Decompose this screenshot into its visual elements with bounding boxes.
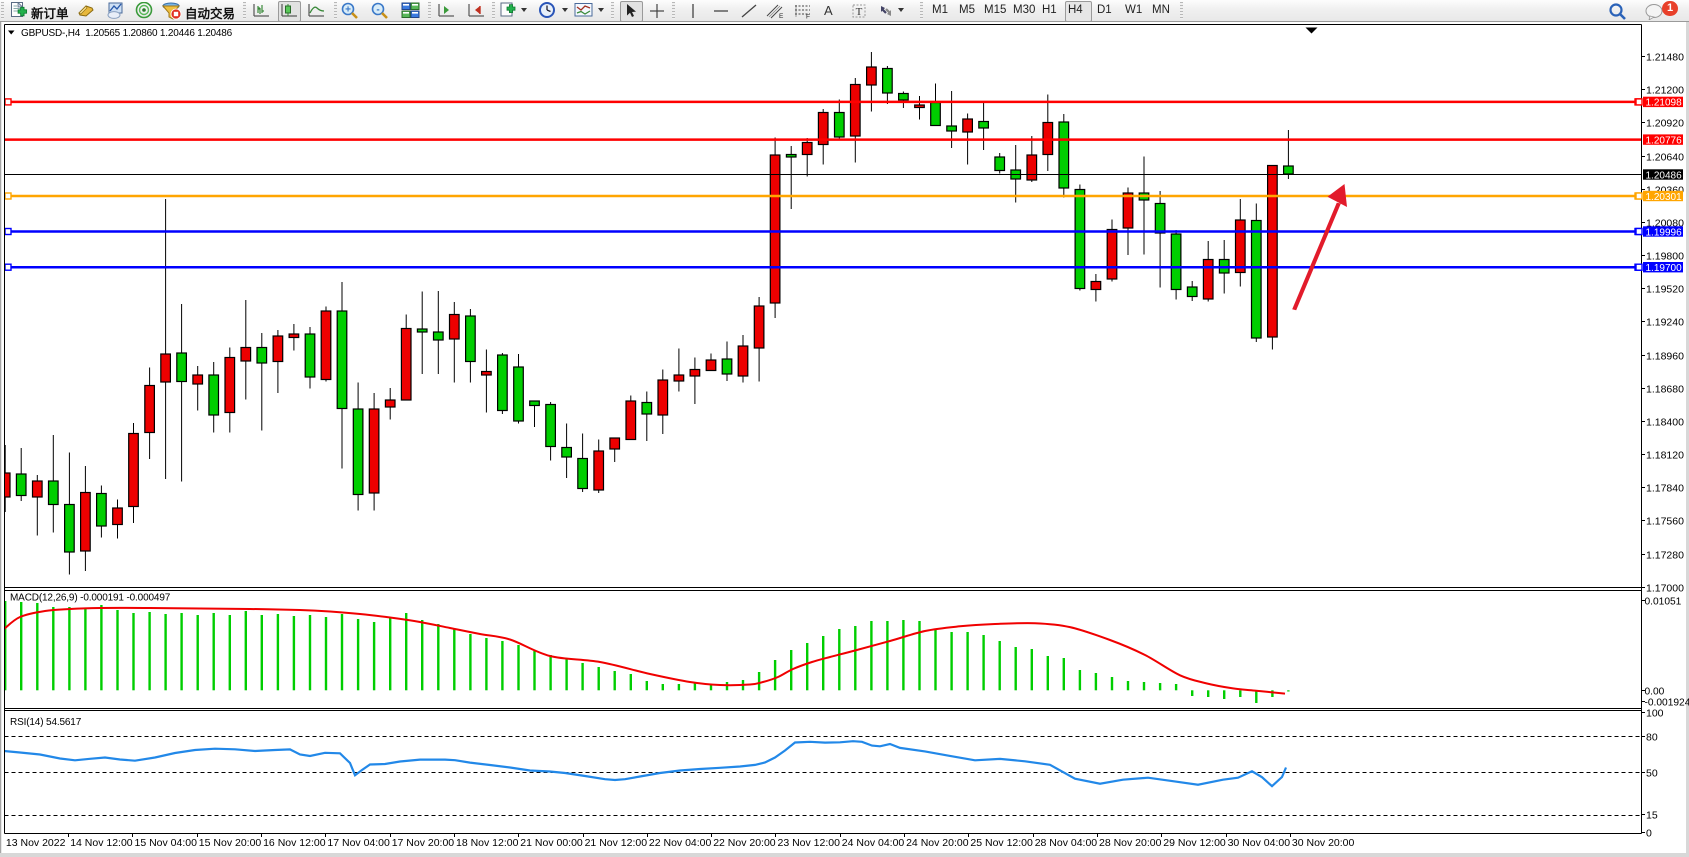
svg-text:15: 15	[1646, 810, 1658, 822]
svg-text:1.18120: 1.18120	[1646, 450, 1684, 462]
svg-text:28 Nov 20:00: 28 Nov 20:00	[1099, 837, 1162, 849]
svg-text:1.19996: 1.19996	[1646, 227, 1683, 238]
svg-text:1.20486: 1.20486	[1646, 170, 1683, 181]
svg-text:0.00: 0.00	[1645, 687, 1665, 698]
svg-text:GBPUSD-,H4 1.20565 1.20860 1.: GBPUSD-,H4 1.20565 1.20860 1.20446 1.204…	[21, 28, 233, 39]
svg-text:15 Nov 20:00: 15 Nov 20:00	[199, 837, 262, 849]
svg-text:1.19700: 1.19700	[1646, 263, 1683, 274]
svg-text:30 Nov 20:00: 30 Nov 20:00	[1292, 837, 1355, 849]
svg-text:RSI(14) 54.5617: RSI(14) 54.5617	[10, 717, 82, 728]
svg-text:1.21098: 1.21098	[1646, 98, 1683, 109]
svg-text:1.18400: 1.18400	[1646, 417, 1684, 429]
svg-text:21 Nov 00:00: 21 Nov 00:00	[520, 837, 583, 849]
svg-text:21 Nov 12:00: 21 Nov 12:00	[585, 837, 648, 849]
svg-text:1.19240: 1.19240	[1646, 317, 1684, 329]
svg-text:17 Nov 04:00: 17 Nov 04:00	[327, 837, 390, 849]
svg-text:1.19520: 1.19520	[1646, 284, 1684, 296]
svg-text:25 Nov 12:00: 25 Nov 12:00	[970, 837, 1033, 849]
svg-text:1.20301: 1.20301	[1646, 192, 1683, 203]
svg-text:23 Nov 12:00: 23 Nov 12:00	[778, 837, 841, 849]
svg-text:15 Nov 04:00: 15 Nov 04:00	[135, 837, 198, 849]
svg-text:13 Nov 2022: 13 Nov 2022	[6, 837, 66, 849]
svg-text:T: T	[856, 6, 863, 18]
svg-text:14 Nov 12:00: 14 Nov 12:00	[70, 837, 133, 849]
svg-text:22 Nov 04:00: 22 Nov 04:00	[649, 837, 712, 849]
svg-text:1.19800: 1.19800	[1646, 251, 1684, 263]
svg-text:1.20640: 1.20640	[1646, 152, 1684, 164]
svg-text:17 Nov 20:00: 17 Nov 20:00	[392, 837, 455, 849]
svg-text:16 Nov 12:00: 16 Nov 12:00	[263, 837, 326, 849]
svg-text:29 Nov 12:00: 29 Nov 12:00	[1163, 837, 1226, 849]
svg-text:0.01051: 0.01051	[1645, 597, 1682, 608]
svg-text:30 Nov 04:00: 30 Nov 04:00	[1228, 837, 1291, 849]
svg-text:1.18680: 1.18680	[1646, 384, 1684, 396]
svg-text:1.17560: 1.17560	[1646, 516, 1684, 528]
svg-text:F: F	[806, 14, 810, 20]
svg-text:100: 100	[1646, 708, 1664, 720]
svg-text:1.21480: 1.21480	[1646, 52, 1684, 64]
svg-text:1.20776: 1.20776	[1646, 135, 1683, 146]
svg-text:1.18960: 1.18960	[1646, 351, 1684, 363]
svg-text:1.17000: 1.17000	[1646, 583, 1684, 595]
svg-text:0: 0	[1646, 828, 1652, 840]
svg-text:80: 80	[1646, 732, 1658, 744]
svg-text:24 Nov 20:00: 24 Nov 20:00	[906, 837, 969, 849]
svg-text:1.21200: 1.21200	[1646, 85, 1684, 97]
svg-text:MACD(12,26,9) -0.000191 -0.000: MACD(12,26,9) -0.000191 -0.000497	[10, 593, 171, 604]
svg-text:1.20920: 1.20920	[1646, 118, 1684, 130]
svg-text:-0.001924: -0.001924	[1645, 698, 1689, 709]
svg-text:22 Nov 20:00: 22 Nov 20:00	[713, 837, 776, 849]
svg-text:1.17280: 1.17280	[1646, 550, 1684, 562]
svg-text:24 Nov 04:00: 24 Nov 04:00	[842, 837, 905, 849]
svg-text:-: -	[376, 5, 379, 16]
svg-text:50: 50	[1646, 768, 1658, 780]
svg-text:E: E	[779, 13, 784, 19]
svg-text:28 Nov 04:00: 28 Nov 04:00	[1035, 837, 1098, 849]
svg-text:1.17840: 1.17840	[1646, 483, 1684, 495]
svg-text:+: +	[345, 5, 351, 16]
svg-text:18 Nov 12:00: 18 Nov 12:00	[456, 837, 519, 849]
